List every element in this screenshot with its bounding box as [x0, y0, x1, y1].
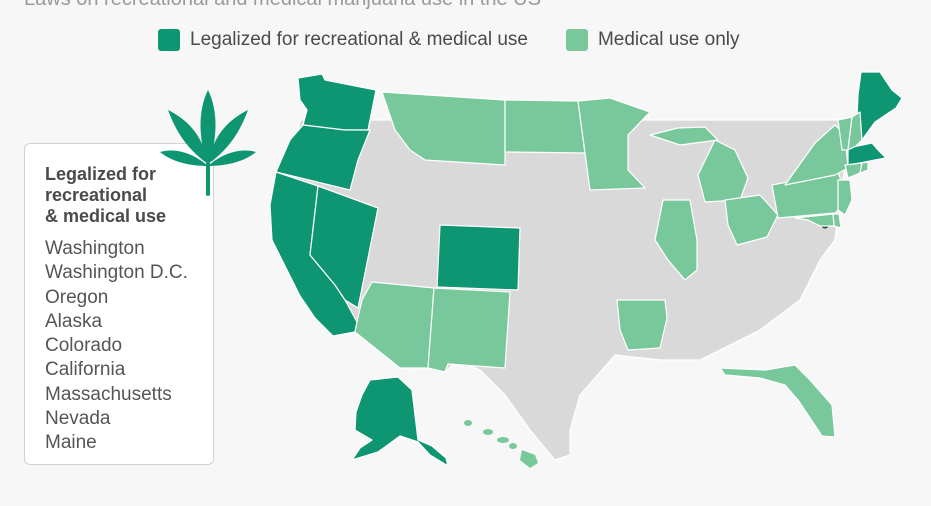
legend-label-recreational: Legalized for recreational & medical use	[190, 29, 528, 50]
state-washington	[297, 73, 377, 131]
state-maryland	[794, 213, 835, 227]
list-item: Alaska	[45, 310, 103, 332]
list-item: Oregon	[45, 286, 109, 308]
box-title: Legalized for recreational & medical use	[45, 164, 201, 227]
list-item: Colorado	[45, 335, 123, 357]
state-minnesota	[577, 97, 651, 191]
state-florida	[719, 364, 836, 438]
state-arizona	[354, 281, 435, 369]
state-oregon	[275, 124, 371, 191]
list-item: Massachusetts	[45, 383, 172, 405]
legend-swatch-recreational	[158, 29, 180, 51]
state-rhode-island	[859, 161, 869, 174]
state-nevada	[309, 185, 379, 309]
legend-swatch-medical	[565, 29, 588, 51]
legend-item-medical: Medical use only	[565, 29, 740, 51]
legalized-states-box: Legalized for recreational & medical use…	[24, 143, 214, 465]
box-title-line-1: Legalized for	[45, 164, 157, 184]
map-title: Laws on recreational and medical marijua…	[24, 0, 541, 11]
list-item: Washington	[45, 238, 145, 259]
box-title-line-3: & medical use	[45, 206, 167, 226]
list-item: Maine	[45, 432, 97, 454]
state-list: Washington Washington D.C. Oregon Alaska…	[45, 237, 201, 456]
state-maine	[856, 71, 903, 141]
state-new-york	[784, 124, 849, 186]
legend-label-medical: Medical use only	[597, 29, 740, 50]
box-title-line-2: recreational	[45, 185, 148, 205]
legend: Legalized for recreational & medical use…	[158, 29, 778, 51]
state-alaska	[351, 376, 449, 467]
state-michigan-upper	[649, 126, 719, 146]
state-new-jersey	[837, 179, 853, 216]
cannabis-leaf-icon	[160, 90, 256, 196]
list-item: Nevada	[45, 408, 111, 430]
state-ohio	[724, 194, 779, 246]
state-new-hampshire	[847, 111, 863, 151]
state-hawaii	[464, 420, 538, 468]
list-item: Washington D.C.	[45, 262, 188, 284]
state-colorado	[436, 224, 521, 291]
state-north-dakota	[504, 99, 586, 154]
state-connecticut	[844, 162, 863, 179]
state-new-mexico	[427, 287, 511, 373]
list-item: California	[45, 359, 126, 381]
legend-item-recreational: Legalized for recreational & medical use	[158, 29, 528, 51]
state-arkansas	[616, 299, 668, 351]
state-illinois	[654, 199, 698, 281]
